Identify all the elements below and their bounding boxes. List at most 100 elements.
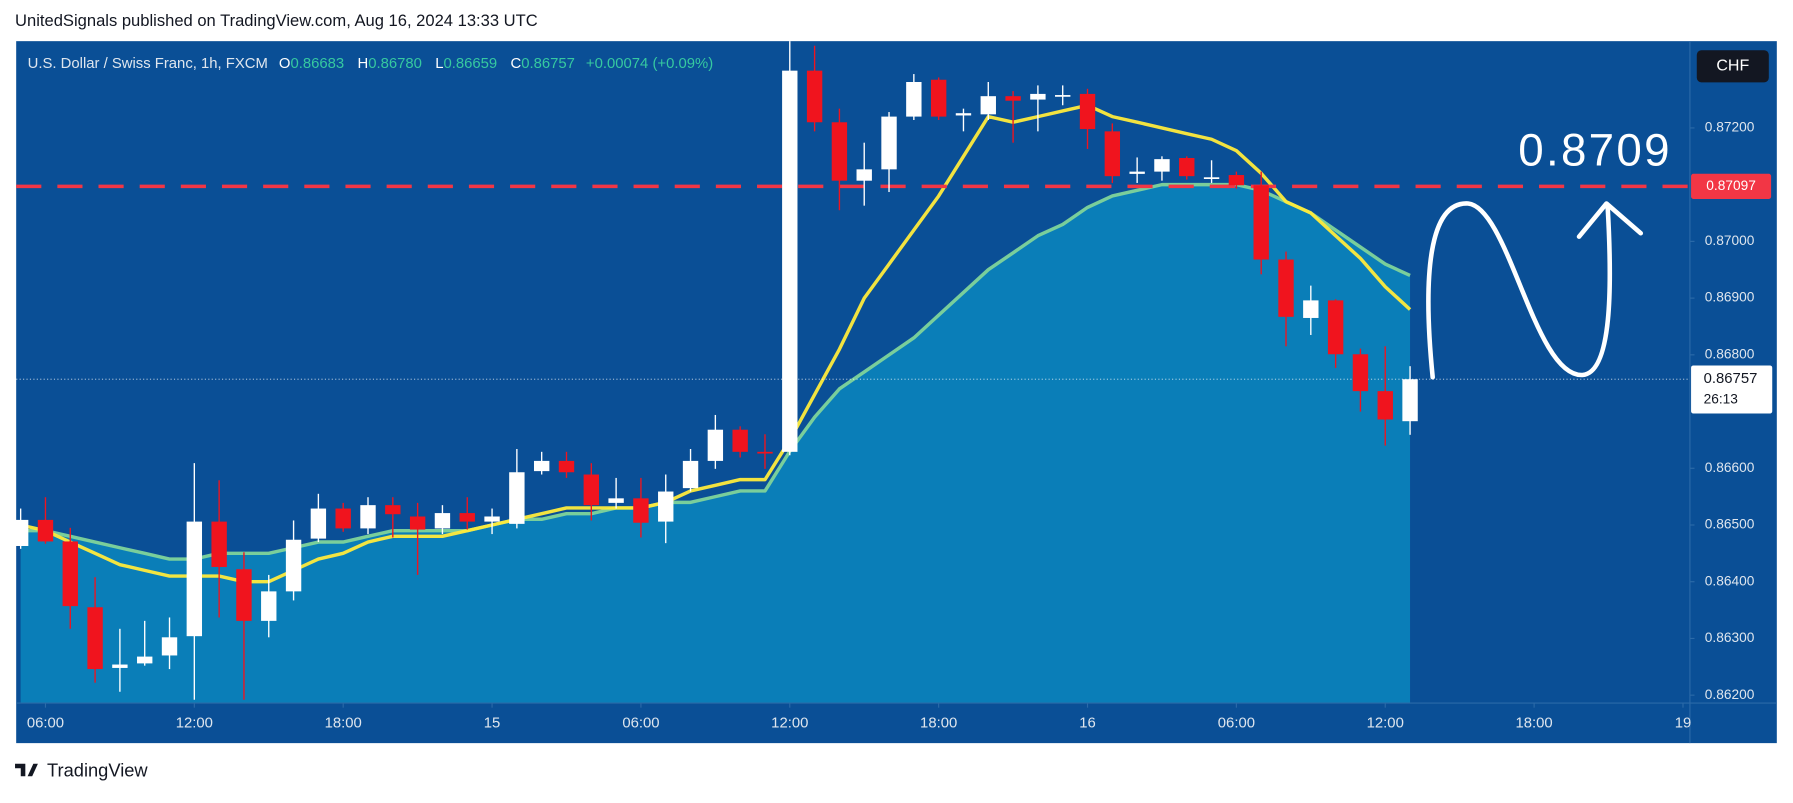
y-tick-label: 0.86800 [1705, 346, 1755, 361]
candle-body [161, 637, 178, 656]
candle-body [1104, 131, 1121, 177]
candle-body [955, 113, 972, 116]
ma-line [20, 103, 1412, 584]
candle-body [285, 539, 302, 592]
candle-body [930, 79, 947, 117]
candle-body [434, 513, 451, 529]
candle-body [484, 516, 500, 522]
candle-body [62, 541, 78, 607]
y-tick-label: 0.86400 [1705, 573, 1755, 588]
logo: TradingView [15, 760, 148, 781]
ohlc-value: 0.86780 [368, 56, 422, 72]
ohlc-key: L [435, 56, 443, 72]
candle-body [682, 460, 699, 489]
price-label-bg [1691, 365, 1773, 414]
candle-body [112, 664, 128, 668]
symbol-name: U.S. Dollar / Swiss Franc, 1h, FXCM [28, 56, 268, 72]
candle-body [459, 513, 475, 522]
logo-text: TradingView [47, 760, 148, 781]
candle-body [831, 122, 848, 181]
candle-body [1352, 354, 1369, 392]
candle-body [1253, 185, 1269, 260]
candle-body [906, 81, 922, 117]
candle-body [37, 519, 54, 542]
arrow-head [1576, 201, 1644, 239]
publish-header: UnitedSignals published on TradingView.c… [15, 11, 538, 30]
y-tick-label: 0.87200 [1705, 120, 1755, 135]
x-tick-label: 06:00 [1218, 716, 1255, 732]
candle-body [583, 474, 599, 506]
x-tick-label: 18:00 [1516, 716, 1553, 732]
candle-body [856, 169, 872, 181]
level-label: 0.87097 [1706, 178, 1756, 193]
candle-body [509, 472, 525, 524]
candle-body [1327, 300, 1344, 355]
candle-body [409, 516, 426, 530]
candle-body [236, 569, 252, 621]
ohlc-key: C [510, 56, 521, 72]
candle-body [782, 70, 798, 452]
candle-body [658, 491, 674, 522]
currency-label[interactable]: CHF [1716, 58, 1749, 75]
candle-body [558, 460, 575, 473]
x-tick-label: 19 [1675, 716, 1692, 732]
symbol-legend: U.S. Dollar / Swiss Franc, 1h, FXCM O0.8… [28, 56, 714, 72]
candle-body [1005, 96, 1021, 101]
candle-body [757, 451, 773, 454]
candle-body [1179, 158, 1195, 177]
candle-body [310, 508, 327, 539]
candle-body [732, 429, 748, 452]
candle-body [1030, 93, 1046, 100]
candle-body [1228, 175, 1245, 186]
candle-body [1154, 159, 1170, 172]
ma-line [20, 182, 1411, 561]
candle-body [360, 505, 376, 529]
candle-body [1129, 171, 1145, 174]
x-tick-label: 18:00 [920, 716, 957, 732]
logo-mark [15, 763, 38, 777]
candle-body [1079, 93, 1096, 130]
candle-body [806, 70, 823, 123]
candle-body [1303, 300, 1319, 318]
x-tick-label: 18:00 [325, 716, 362, 732]
ohlc-key: H [357, 56, 368, 72]
candle-body [137, 656, 153, 664]
candle-body [1203, 177, 1220, 180]
plot [12, 41, 1690, 704]
ohlc-key: O [279, 56, 291, 72]
x-tick-label: 15 [484, 716, 501, 732]
ohlc-value: 0.86683 [290, 56, 344, 72]
ohlc-value: 0.86757 [521, 56, 575, 72]
y-tick-label: 0.87000 [1705, 233, 1755, 248]
candle-body [533, 460, 550, 472]
y-tick-label: 0.86600 [1705, 460, 1755, 475]
candle-body [12, 519, 29, 546]
area [20, 184, 1411, 704]
x-tick-label: 12:00 [176, 716, 213, 732]
level-label-bg [1691, 173, 1772, 199]
currency-button[interactable] [1696, 50, 1769, 83]
y-tick-label: 0.86900 [1705, 290, 1755, 305]
drawn-arrow [1426, 201, 1644, 380]
x-tick-label: 16 [1079, 716, 1096, 732]
candle-body [211, 521, 227, 567]
candle-body [186, 521, 203, 637]
change: +0.00074 (+0.09%) [586, 56, 713, 72]
candle-body [1055, 95, 1071, 97]
y-tick-label: 0.86500 [1705, 517, 1755, 532]
x-tick-label: 12:00 [1367, 716, 1404, 732]
candle-body [881, 116, 897, 170]
candle-body [261, 591, 277, 621]
y-tick-label: 0.86200 [1705, 687, 1755, 702]
x-tick-label: 06:00 [27, 716, 64, 732]
price-label: 0.86757 [1704, 371, 1758, 387]
ohlc-value: 0.86659 [443, 56, 497, 72]
candle-body [87, 607, 103, 670]
annotation: 0.8709 [1518, 124, 1672, 175]
countdown: 26:13 [1704, 391, 1739, 406]
candle-body [608, 498, 624, 503]
candle-body [980, 96, 996, 115]
candle-body [707, 429, 724, 461]
x-tick-label: 12:00 [771, 716, 808, 732]
